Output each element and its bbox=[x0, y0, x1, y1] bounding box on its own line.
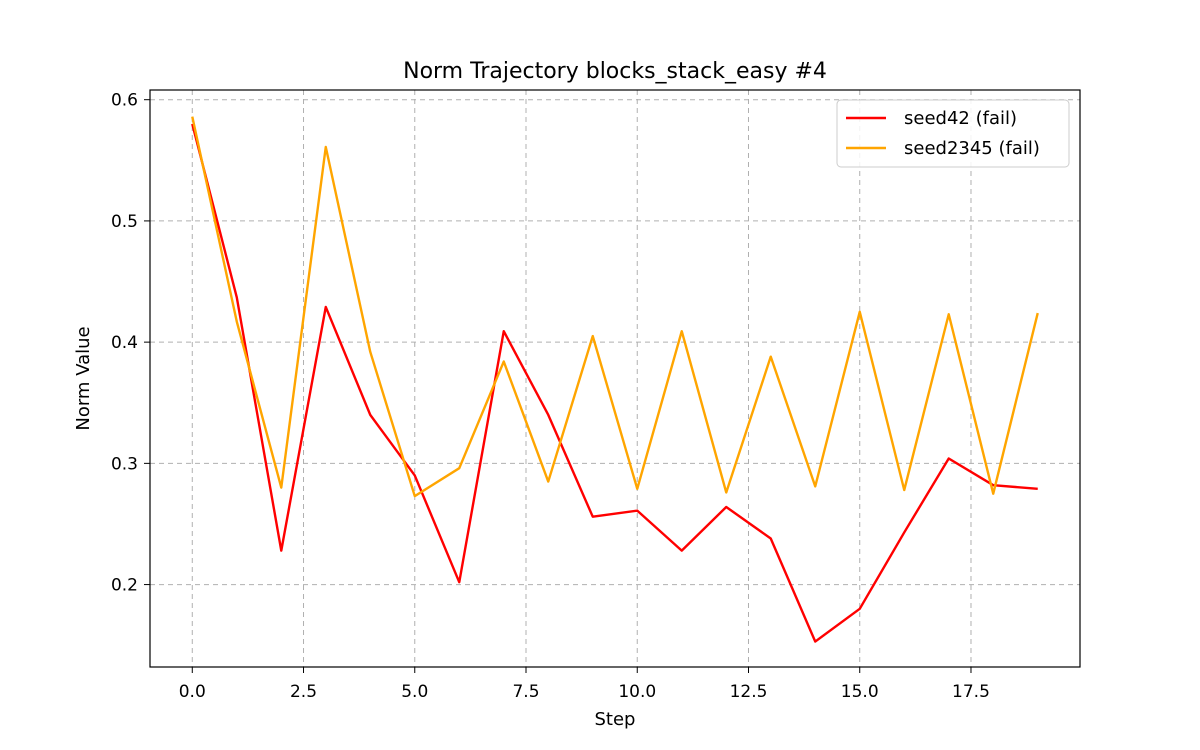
series-lines bbox=[191, 116, 1039, 643]
legend-label-0: seed42 (fail) bbox=[904, 108, 1017, 129]
x-tick-label: 12.5 bbox=[730, 682, 768, 702]
legend-label-1: seed2345 (fail) bbox=[904, 138, 1040, 159]
grid bbox=[150, 90, 1080, 667]
series-line-0 bbox=[191, 123, 1038, 643]
x-tick-label: 2.5 bbox=[290, 682, 317, 702]
y-tick-label: 0.3 bbox=[111, 454, 138, 474]
y-tick-label: 0.4 bbox=[111, 333, 138, 353]
x-axis-label: Step bbox=[595, 709, 636, 730]
x-tick-label: 7.5 bbox=[512, 682, 539, 702]
x-tick-label: 0.0 bbox=[179, 682, 206, 702]
plot-frame bbox=[149, 89, 1081, 668]
series-line-1 bbox=[191, 116, 1039, 498]
x-tick-label: 5.0 bbox=[401, 682, 428, 702]
y-tick-label: 0.2 bbox=[111, 576, 138, 596]
legend: seed42 (fail) seed2345 (fail) bbox=[836, 99, 1070, 168]
x-tick-label: 17.5 bbox=[952, 682, 990, 702]
y-axis-label: Norm Value bbox=[73, 326, 94, 430]
chart-title: Norm Trajectory blocks_stack_easy #4 bbox=[403, 59, 827, 84]
ticks: 0.0 2.5 5.0 7.5 10.0 12.5 15.0 17.5 0.2 0.3 0.4 0.5… bbox=[111, 91, 990, 702]
y-tick-label: 0.5 bbox=[111, 212, 138, 232]
x-tick-label: 15.0 bbox=[841, 682, 879, 702]
x-tick-label: 10.0 bbox=[618, 682, 656, 702]
y-tick-label: 0.6 bbox=[111, 91, 138, 111]
legend-box bbox=[836, 99, 1070, 168]
